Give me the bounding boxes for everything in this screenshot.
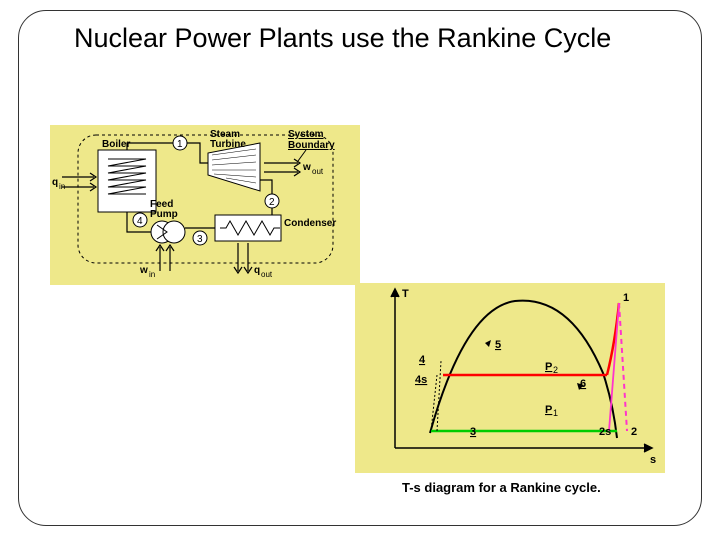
win-arrows xyxy=(156,245,174,271)
turbine-shape xyxy=(208,143,260,191)
win-label: w xyxy=(139,265,148,276)
qout-label: q xyxy=(254,265,260,276)
pt4s-label: 4s xyxy=(415,374,427,386)
P1-sub: 1 xyxy=(553,408,558,418)
sys-boundary-label-2: Boundary xyxy=(288,140,335,151)
wout-arrows xyxy=(264,159,300,176)
P2-sub: 2 xyxy=(553,365,558,375)
rankine-schematic-panel: Boiler Steam Turbine Condenser Feed Pump xyxy=(50,125,360,285)
ts-diagram-panel: T s 1 2 2s 3 4 4s 5 6 P 2 P 1 xyxy=(355,283,665,473)
node-3-label: 3 xyxy=(197,234,203,245)
p2-superheat-line xyxy=(607,303,619,375)
qin-sub: in xyxy=(59,182,65,191)
pt3-label: 3 xyxy=(470,426,476,438)
qout-arrows xyxy=(234,243,252,273)
node-4-label: 4 xyxy=(137,216,143,227)
expansion-1-2-line xyxy=(619,303,627,431)
sys-boundary-label-1: System xyxy=(288,129,324,140)
feedpump-label-2: Pump xyxy=(150,209,178,220)
boiler-label: Boiler xyxy=(102,139,130,150)
saturation-dome xyxy=(430,301,617,438)
qin-arrows xyxy=(62,173,96,191)
node-2-label: 2 xyxy=(269,197,275,208)
pump-3-4-line xyxy=(437,361,441,431)
turbine-label-2: Turbine xyxy=(210,139,246,150)
pt5-label: 5 xyxy=(495,339,501,351)
node-1-label: 1 xyxy=(177,139,183,150)
condenser-label: Condenser xyxy=(284,218,336,229)
arrow-5dir-icon xyxy=(485,340,491,347)
qin-label: q xyxy=(52,177,58,188)
wout-sub: out xyxy=(312,167,324,176)
sys-boundary-pointer xyxy=(298,150,306,161)
slide-title: Nuclear Power Plants use the Rankine Cyc… xyxy=(74,22,660,55)
pt1-label: 1 xyxy=(623,292,629,304)
ts-s-label: s xyxy=(650,454,656,466)
pt2-label: 2 xyxy=(631,426,637,438)
rankine-schematic-svg: Boiler Steam Turbine Condenser Feed Pump xyxy=(50,125,360,285)
win-sub: in xyxy=(149,270,155,279)
ts-diagram-svg: T s 1 2 2s 3 4 4s 5 6 P 2 P 1 xyxy=(355,283,665,473)
ts-caption: T-s diagram for a Rankine cycle. xyxy=(402,480,601,495)
pt6-label: 6 xyxy=(580,378,586,390)
qout-sub: out xyxy=(261,270,273,279)
ts-T-label: T xyxy=(402,288,409,300)
pt4-label: 4 xyxy=(419,354,426,366)
pt2s-label: 2s xyxy=(599,426,611,438)
wout-label: w xyxy=(302,162,311,173)
P2-label: P xyxy=(545,361,552,373)
P1-label: P xyxy=(545,404,552,416)
